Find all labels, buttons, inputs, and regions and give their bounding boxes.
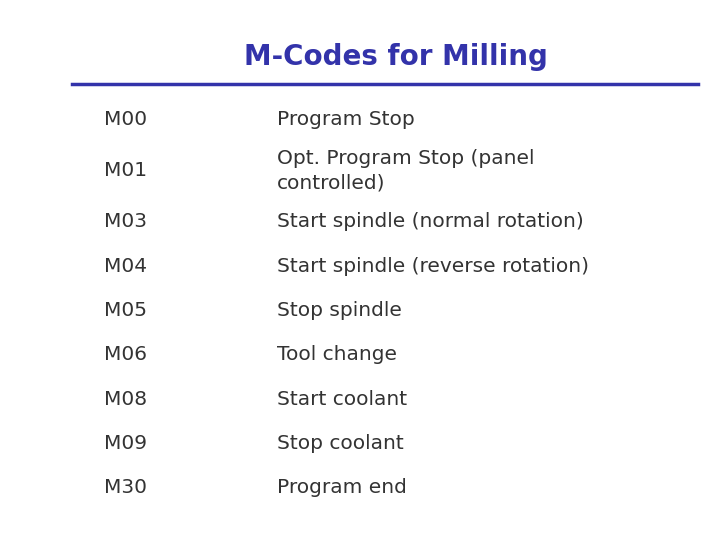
Text: M30: M30 — [104, 478, 148, 497]
Text: M03: M03 — [104, 212, 148, 232]
Text: Program Stop: Program Stop — [277, 110, 415, 129]
Text: Start coolant: Start coolant — [277, 389, 408, 409]
Text: Opt. Program Stop (panel
controlled): Opt. Program Stop (panel controlled) — [277, 149, 535, 192]
Text: Stop spindle: Stop spindle — [277, 301, 402, 320]
Text: Start spindle (normal rotation): Start spindle (normal rotation) — [277, 212, 584, 232]
Text: M04: M04 — [104, 256, 148, 276]
Text: M09: M09 — [104, 434, 148, 453]
Text: M-Codes for Milling: M-Codes for Milling — [244, 43, 548, 71]
Text: Tool change: Tool change — [277, 345, 397, 364]
Text: Start spindle (reverse rotation): Start spindle (reverse rotation) — [277, 256, 589, 276]
Text: Program end: Program end — [277, 478, 407, 497]
Text: M00: M00 — [104, 110, 148, 129]
Text: M06: M06 — [104, 345, 148, 364]
Text: Stop coolant: Stop coolant — [277, 434, 404, 453]
Text: M05: M05 — [104, 301, 148, 320]
Text: M01: M01 — [104, 161, 148, 180]
Text: M08: M08 — [104, 389, 148, 409]
